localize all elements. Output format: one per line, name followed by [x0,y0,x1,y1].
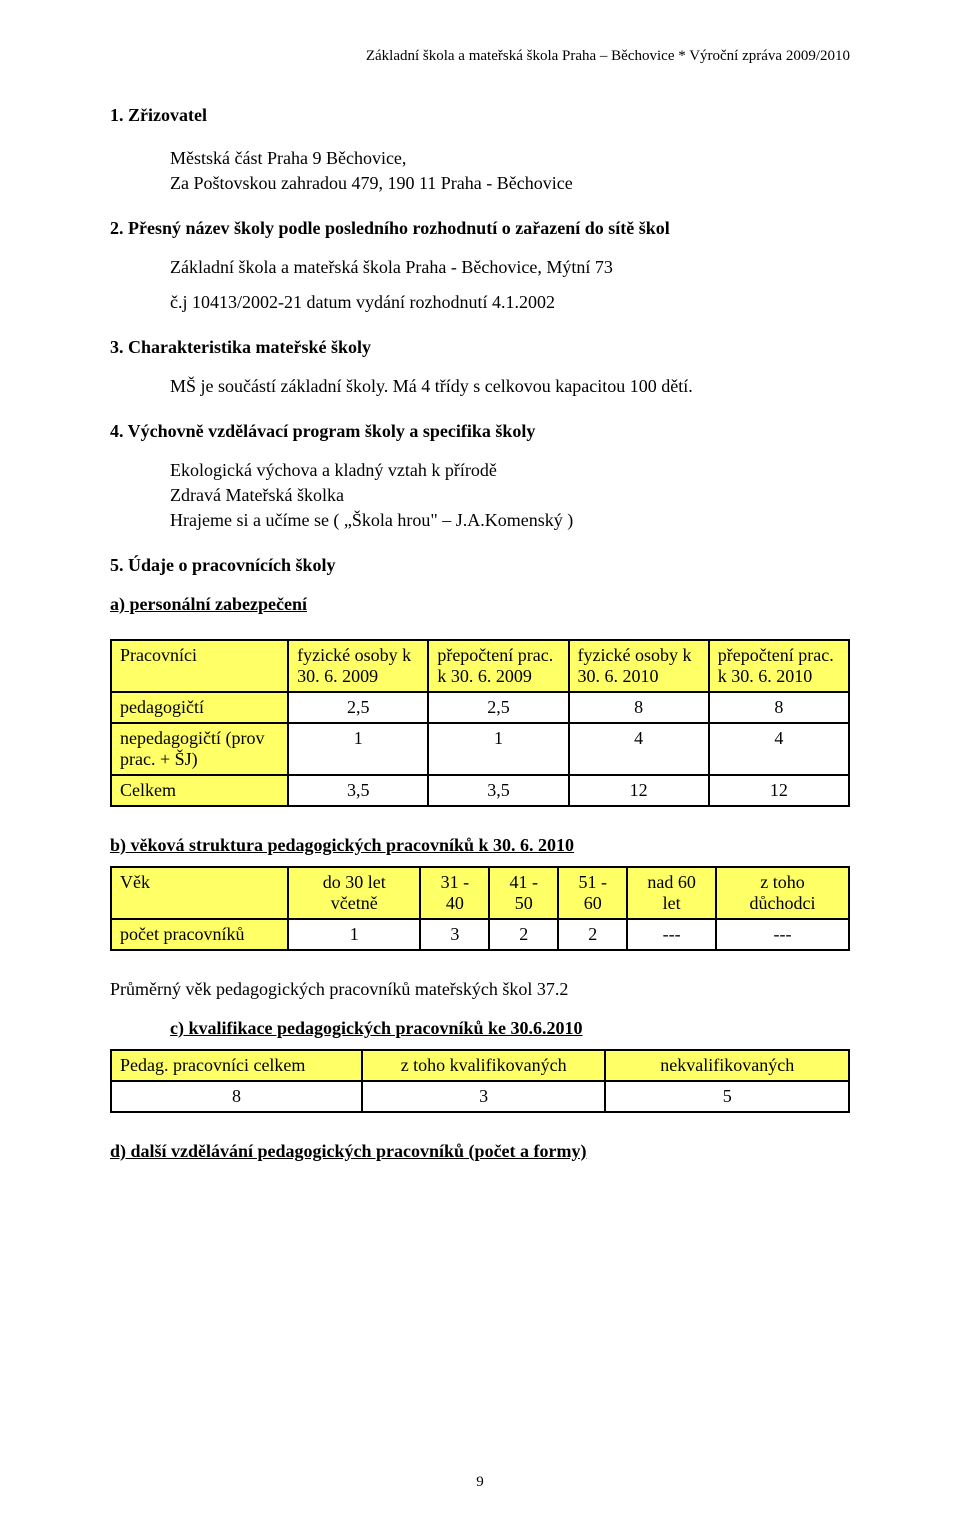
cell: 4 [569,723,709,775]
hdr-cell: z toho kvalifikovaných [362,1050,606,1081]
page-number: 9 [0,1474,960,1491]
hdr-cell: do 30 let včetně [288,867,420,919]
cell: 2 [558,919,627,950]
table-row: Věk do 30 let včetně 31 - 40 41 - 50 51 … [111,867,849,919]
section-4-title: 4. Výchovně vzdělávací program školy a s… [110,421,850,442]
table-row: nepedagogičtí (prov prac. + ŠJ) 1 1 4 4 [111,723,849,775]
cell: 8 [709,692,849,723]
row-label: nepedagogičtí (prov prac. + ŠJ) [111,723,288,775]
cell: 3,5 [428,775,568,806]
s3-line1: MŠ je součástí základní školy. Má 4 tříd… [170,376,850,397]
cell: 1 [428,723,568,775]
cell: 3 [420,919,489,950]
cell: 3 [362,1081,606,1112]
sub-a-label: a) personální zabezpečení [110,594,850,615]
sub-d-label: d) další vzdělávání pedagogických pracov… [110,1141,850,1162]
hdr-cell: fyzické osoby k 30. 6. 2009 [288,640,428,692]
cell: 1 [288,723,428,775]
hdr-cell: nekvalifikovaných [605,1050,849,1081]
section-2: 2. Přesný název školy podle posledního r… [110,218,850,313]
s1-line1: Městská část Praha 9 Běchovice, [170,148,850,169]
section-2-title: 2. Přesný název školy podle posledního r… [110,218,850,239]
avg-age-line: Průměrný věk pedagogických pracovníků ma… [110,979,850,1000]
cell: 4 [709,723,849,775]
table-row: Celkem 3,5 3,5 12 12 [111,775,849,806]
table-row: 8 3 5 [111,1081,849,1112]
cell: 8 [569,692,709,723]
hdr-cell: Pedag. pracovníci celkem [111,1050,362,1081]
cell: --- [716,919,849,950]
cell: 8 [111,1081,362,1112]
table-row: počet pracovníků 1 3 2 2 --- --- [111,919,849,950]
cell: --- [627,919,716,950]
running-header: Základní škola a mateřská škola Praha – … [110,48,850,65]
cell: 12 [569,775,709,806]
hdr-cell: Pracovníci [111,640,288,692]
hdr-cell: Věk [111,867,288,919]
table-row: pedagogičtí 2,5 2,5 8 8 [111,692,849,723]
sub-b-label: b) věková struktura pedagogických pracov… [110,835,850,856]
hdr-cell: přepočtení prac. k 30. 6. 2010 [709,640,849,692]
hdr-cell: 41 - 50 [489,867,558,919]
table-row: Pedag. pracovníci celkem z toho kvalifik… [111,1050,849,1081]
hdr-cell: přepočtení prac. k 30. 6. 2009 [428,640,568,692]
s4-line1: Ekologická výchova a kladný vztah k přír… [170,460,850,481]
cell: 2 [489,919,558,950]
page-container: Základní škola a mateřská škola Praha – … [0,0,960,1515]
section-3: 3. Charakteristika mateřské školy MŠ je … [110,337,850,397]
table-qualification: Pedag. pracovníci celkem z toho kvalifik… [110,1049,850,1113]
hdr-cell: 31 - 40 [420,867,489,919]
sub-c-label: c) kvalifikace pedagogických pracovníků … [170,1018,850,1039]
table-row: Pracovníci fyzické osoby k 30. 6. 2009 p… [111,640,849,692]
cell: 5 [605,1081,849,1112]
row-label: počet pracovníků [111,919,288,950]
cell: 12 [709,775,849,806]
hdr-cell: 51 - 60 [558,867,627,919]
s4-line2: Zdravá Mateřská školka [170,485,850,506]
s1-line2: Za Poštovskou zahradou 479, 190 11 Praha… [170,173,850,194]
section-1-title: 1. Zřizovatel [110,105,850,126]
s2-line1: Základní škola a mateřská škola Praha - … [170,257,850,278]
section-3-title: 3. Charakteristika mateřské školy [110,337,850,358]
row-label: Celkem [111,775,288,806]
section-5: 5. Údaje o pracovnících školy a) personá… [110,555,850,615]
hdr-cell: z toho důchodci [716,867,849,919]
cell: 1 [288,919,420,950]
table-personnel: Pracovníci fyzické osoby k 30. 6. 2009 p… [110,639,850,807]
section-5-title: 5. Údaje o pracovnících školy [110,555,850,576]
cell: 2,5 [288,692,428,723]
hdr-cell: fyzické osoby k 30. 6. 2010 [569,640,709,692]
cell: 3,5 [288,775,428,806]
row-label: pedagogičtí [111,692,288,723]
section-4: 4. Výchovně vzdělávací program školy a s… [110,421,850,531]
s2-line2: č.j 10413/2002-21 datum vydání rozhodnut… [170,292,850,313]
table-age-structure: Věk do 30 let včetně 31 - 40 41 - 50 51 … [110,866,850,951]
hdr-cell: nad 60 let [627,867,716,919]
section-1: 1. Zřizovatel Městská část Praha 9 Běcho… [110,105,850,194]
cell: 2,5 [428,692,568,723]
s4-line3: Hrajeme si a učíme se ( „Škola hrou" – J… [170,510,850,531]
